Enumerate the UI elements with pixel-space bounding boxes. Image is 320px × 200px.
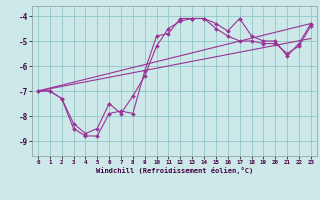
X-axis label: Windchill (Refroidissement éolien,°C): Windchill (Refroidissement éolien,°C)	[96, 167, 253, 174]
